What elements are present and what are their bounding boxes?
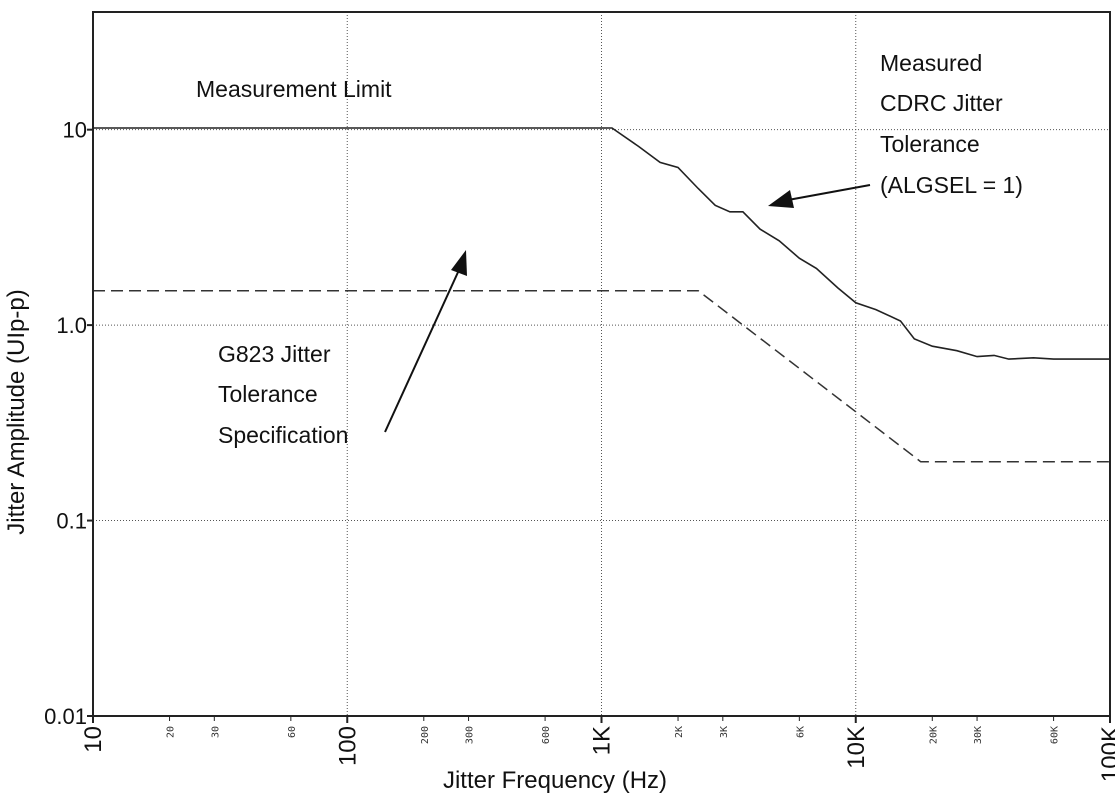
x-tick-label-major-3: 10K: [843, 726, 870, 769]
x-tick-label-minor-3: 200: [420, 726, 431, 744]
y-tick-label-3: 10: [63, 118, 87, 143]
x-tick-label-minor-5: 600: [541, 726, 552, 744]
annotation-measurement-limit: Measurement Limit: [196, 76, 392, 102]
annotation-spec-line-3: Specification: [218, 422, 348, 448]
x-tick-label-minor-9: 20K: [928, 726, 939, 744]
x-tick-label-minor-7: 3K: [719, 726, 730, 738]
annotation-measured-line-4: (ALGSEL = 1): [880, 172, 1023, 198]
arrow-measured: [787, 184, 871, 201]
series-line-0: [93, 127, 1110, 360]
annotation-layer: Measurement Limit Measured CDRC Jitter T…: [196, 50, 1023, 448]
x-tick-label-minor-8: 6K: [795, 726, 806, 738]
grid-layer: [93, 12, 1110, 716]
x-tick-label-minor-2: 60: [287, 726, 298, 738]
x-tick-label-minor-10: 30K: [973, 726, 984, 744]
arrow-measured-head: [768, 190, 794, 208]
arrow-spec: [384, 269, 460, 433]
x-tick-label-minor-4: 300: [465, 726, 476, 744]
x-tick-label-minor-1: 30: [210, 726, 221, 738]
tick-layer: 0.01 0.1 1.0 10 10 100 1K 10K 100K 20 30 60 200 300 60…: [44, 118, 1115, 782]
x-tick-label-minor-6: 2K: [674, 726, 685, 738]
series-layer: [93, 127, 1110, 463]
y-tick-label-1: 0.1: [56, 509, 87, 534]
x-tick-label-major-4: 100K: [1097, 726, 1115, 782]
x-tick-label-minor-0: 20: [166, 726, 177, 738]
annotation-measured-line-3: Tolerance: [880, 131, 980, 157]
x-tick-label-major-1: 100: [334, 726, 361, 766]
y-tick-label-0: 0.01: [44, 704, 87, 729]
x-tick-label-minor-11: 60K: [1050, 726, 1061, 744]
y-tick-label-2: 1.0: [56, 313, 87, 338]
annotation-measured-line-2: CDRC Jitter: [880, 90, 1003, 116]
annotation-measured-line-1: Measured: [880, 50, 982, 76]
series-line-1: [93, 289, 1110, 463]
plot-frame: [92, 11, 1111, 717]
annotation-spec-line-2: Tolerance: [218, 381, 318, 407]
x-axis-title: Jitter Frequency (Hz): [443, 767, 667, 794]
x-tick-label-major-0: 10: [80, 726, 107, 753]
arrow-spec-head: [451, 250, 467, 276]
annotation-spec-line-1: G823 Jitter: [218, 341, 331, 367]
x-tick-label-major-2: 1K: [589, 726, 616, 755]
y-axis-title: Jitter Amplitude (UIp-p): [3, 289, 30, 534]
